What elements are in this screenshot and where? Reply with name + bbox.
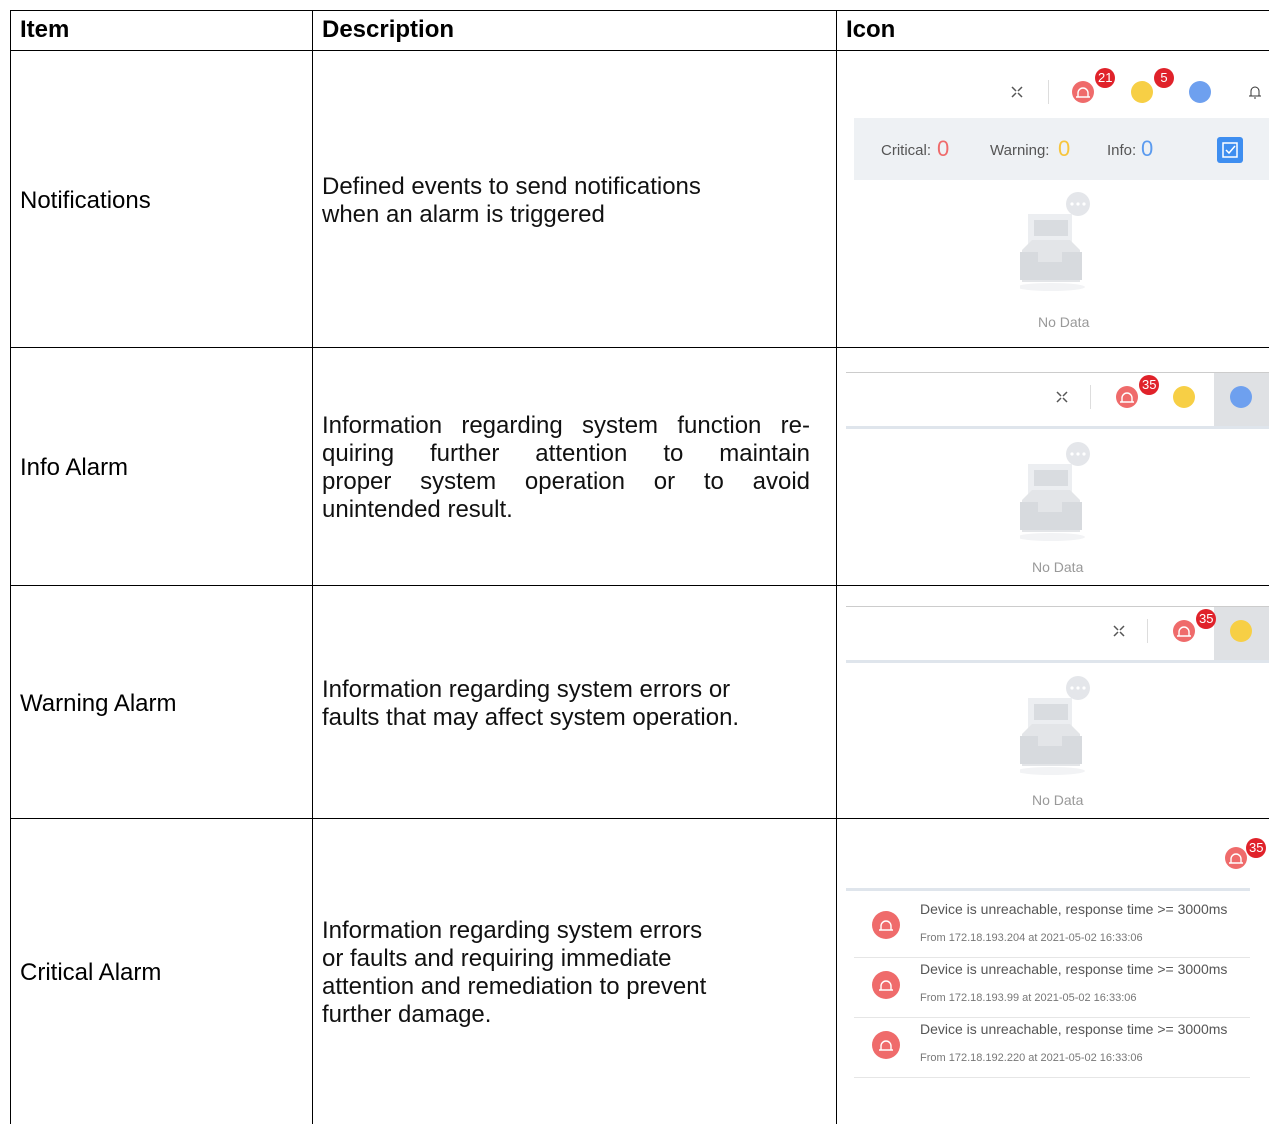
description-line: quiring further attention to maintain [322, 440, 810, 467]
badge: 21 [1095, 68, 1116, 88]
alarm-source: From 172.18.193.204 at 2021-05-02 16:33:… [920, 932, 1143, 944]
description-cell: Information regarding system function re… [322, 412, 810, 524]
empty-illustration [1017, 676, 1120, 776]
header-cell: Icon [846, 16, 896, 43]
description-line: Information regarding system function re… [322, 412, 810, 439]
empty-text: No Data [1032, 559, 1084, 575]
inbox-icon [1017, 192, 1090, 291]
badge: 35 [1139, 375, 1160, 395]
count-panel [854, 118, 1269, 180]
count-label: Critical: [881, 142, 932, 159]
divider [1147, 619, 1148, 643]
empty-text: No Data [1038, 314, 1090, 330]
bar-underline [846, 660, 1269, 663]
check-button [1217, 137, 1243, 163]
bar-underline [846, 888, 1250, 891]
alarm-icon [872, 971, 900, 999]
collapse-icon [1009, 84, 1025, 100]
description-line: when an alarm is triggered [322, 200, 605, 228]
empty-text: No Data [1032, 792, 1084, 808]
description-line: further damage. [322, 1001, 492, 1028]
count-value: 0 [937, 136, 950, 161]
count-label: Info: [1107, 142, 1137, 159]
count-value: 0 [1058, 136, 1071, 161]
description-line: unintended result. [322, 496, 513, 523]
item-cell: Warning Alarm [20, 689, 177, 717]
count-value: 0 [1141, 136, 1154, 161]
col-border [312, 10, 313, 1124]
row-border [10, 50, 1269, 51]
alarm-source: From 172.18.193.99 at 2021-05-02 16:33:0… [920, 992, 1137, 1004]
item-cell: Info Alarm [20, 454, 129, 481]
row-border [10, 818, 1269, 819]
alarm-message: Device is unreachable, response time >= … [920, 901, 1228, 917]
alarm-icon [1116, 386, 1138, 408]
divider [1048, 80, 1049, 104]
row-border [10, 347, 1269, 348]
warning-icon [1131, 81, 1153, 103]
inbox-icon [1017, 676, 1090, 775]
description-cell: Information regarding system errors or fa… [322, 676, 810, 732]
description-line: faults that may affect system operation. [322, 703, 740, 731]
description-line: or faults and requiring immediate [322, 945, 672, 972]
divider [1090, 385, 1091, 409]
col-border [836, 10, 837, 1124]
description-cell: Information regarding system errors or fa… [322, 917, 810, 1029]
badge: 35 [1246, 838, 1267, 858]
header-cell: Item [20, 16, 70, 43]
row-border [10, 10, 1269, 11]
info-icon [1189, 81, 1211, 103]
empty-illustration [1017, 192, 1120, 292]
description-cell: Defined events to send notifications when… [322, 173, 810, 229]
row-border [10, 585, 1269, 586]
collapse-icon [1054, 389, 1070, 405]
alarm-separator [854, 957, 1250, 958]
description-line: attention and remediation to prevent [322, 973, 707, 1000]
collapse-icon [1111, 623, 1127, 639]
count-label: Warning: [990, 142, 1050, 159]
description-line: proper system operation or to avoid [322, 468, 810, 495]
alarm-icon [1225, 847, 1247, 869]
badge: 5 [1154, 68, 1174, 88]
inbox-icon [1017, 442, 1090, 541]
warning-icon [1230, 620, 1252, 642]
top-border [846, 606, 1269, 607]
bar-underline [846, 426, 1269, 429]
top-border [846, 372, 1269, 373]
badge: 35 [1196, 609, 1217, 629]
description-line: Information regarding system errors or [322, 675, 731, 703]
warning-icon [1173, 386, 1195, 408]
alarm-separator [854, 1017, 1250, 1018]
item-cell: Critical Alarm [20, 959, 162, 986]
header-cell: Description [322, 16, 455, 43]
alarm-message: Device is unreachable, response time >= … [920, 961, 1228, 977]
alarm-icon [1173, 620, 1195, 642]
alarm-message: Device is unreachable, response time >= … [920, 1021, 1228, 1037]
alarm-icon [872, 911, 900, 939]
alarm-icon [872, 1031, 900, 1059]
info-icon [1230, 386, 1252, 408]
description-line: Defined events to send notifications [322, 172, 701, 200]
alarm-separator [854, 1077, 1250, 1078]
alarm-icon [1072, 81, 1094, 103]
bell-icon [1248, 84, 1262, 100]
description-line: Information regarding system errors [322, 917, 703, 944]
col-border [10, 10, 11, 1124]
alarm-source: From 172.18.192.220 at 2021-05-02 16:33:… [920, 1052, 1143, 1064]
empty-illustration [1017, 442, 1120, 542]
item-cell: Notifications [20, 186, 151, 214]
